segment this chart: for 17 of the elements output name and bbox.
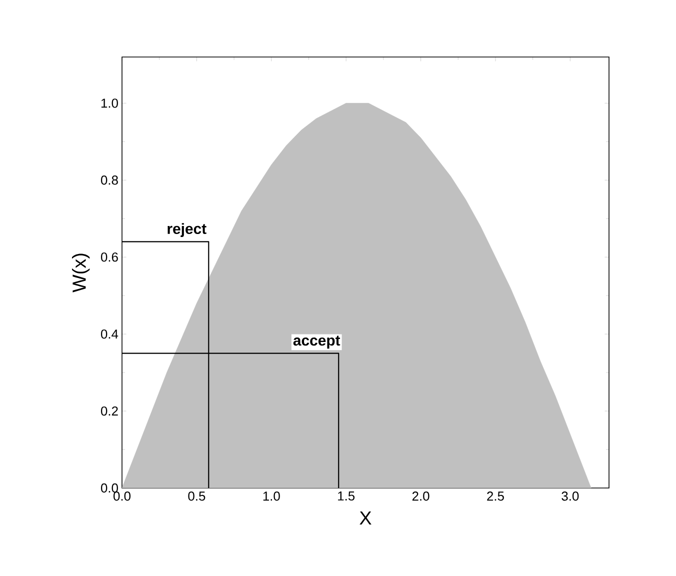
x-tick-label: 0.5 [188, 492, 206, 501]
y-tick-label: 0.4 [100, 329, 118, 339]
x-tick-label: 3.0 [562, 492, 579, 501]
y-tick-label: 0.8 [100, 176, 118, 185]
x-tick-label: 2.0 [412, 492, 430, 501]
x-tick-label: 0.0 [114, 492, 131, 501]
y-tick-label: 0.0 [100, 483, 118, 493]
x-tick-label: 2.5 [487, 492, 504, 501]
x-axis-title: X [360, 512, 372, 525]
annotation: accept [293, 336, 340, 349]
x-tick-label: 1.5 [338, 492, 355, 501]
y-tick-label: 0.2 [100, 406, 118, 416]
annotation: reject [168, 223, 206, 238]
y-tick-label: 1.0 [101, 98, 118, 108]
y-axis-title: W(x) [72, 254, 90, 292]
x-tick-label: 1.0 [263, 492, 280, 501]
y-tick-label: 0.6 [100, 252, 118, 262]
